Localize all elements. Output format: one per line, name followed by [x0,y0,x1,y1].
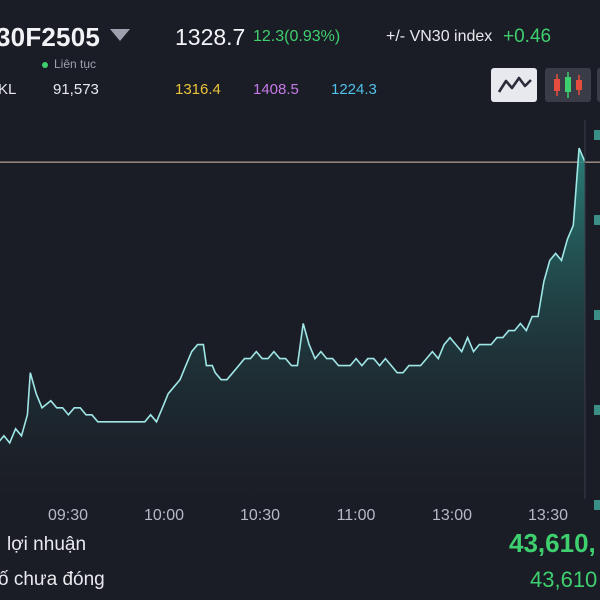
price-change: 12.3(0.93%) [253,28,341,45]
x-tick-label: 09:30 [48,507,88,524]
volume-label: KL [0,81,17,98]
x-tick-label: 11:00 [337,507,376,524]
y-axis-tick-mark [594,500,600,510]
last-price: 1328.7 [175,24,246,50]
line-chart-icon [497,76,532,93]
x-tick-label: 13:30 [528,507,568,524]
ceiling-price: 1408.5 [253,81,299,98]
candlestick-chart-button[interactable] [545,68,591,102]
session-status-dot-icon [42,62,48,68]
chart-settings-button[interactable] [597,68,600,102]
y-axis-tick-mark [594,405,600,415]
profit-label: lợi nhuận [7,534,87,555]
floor-price: 1224.3 [331,81,377,98]
intraday-price-chart: 09:30 10:00 10:30 11:00 13:00 13:30 [0,120,600,524]
session-status: Liên tục [54,57,97,71]
y-axis-tick-mark [594,310,600,320]
line-chart-button[interactable] [491,68,537,102]
x-tick-label: 10:00 [144,507,184,524]
profit-value: 43,610, [509,528,596,558]
chevron-down-icon[interactable] [110,29,130,41]
y-axis-tick-mark [594,215,600,225]
x-tick-label: 13:00 [432,507,472,524]
price-line [0,147,586,445]
contract-symbol[interactable]: 30F2505 [0,22,101,52]
open-position-label: ố chưa đóng [0,569,105,590]
volume-value: 91,573 [53,81,99,98]
vn30-index-change: +0.46 [503,26,552,47]
vn30-index-label: +/- VN30 index [386,28,493,45]
x-tick-label: 10:30 [240,507,280,524]
price-area [0,148,585,499]
reference-price: 1316.4 [175,81,221,98]
y-axis-tick-mark [594,130,600,140]
candlestick-chart-icon [554,72,582,98]
open-position-value: 43,610 [530,567,598,592]
